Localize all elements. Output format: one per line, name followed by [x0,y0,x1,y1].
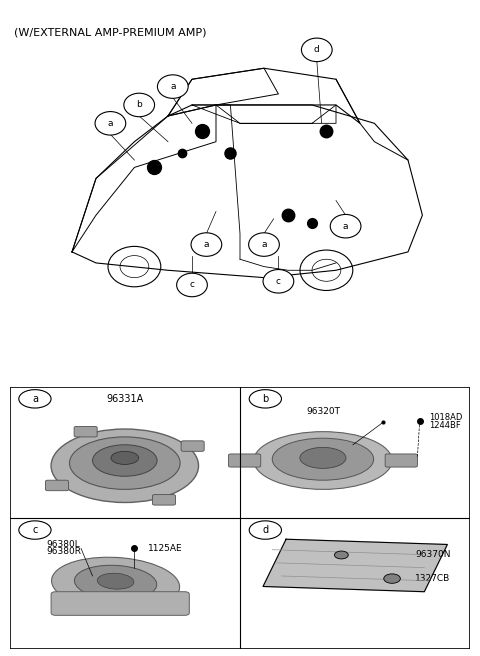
FancyBboxPatch shape [181,441,204,451]
Text: 1244BF: 1244BF [429,420,461,430]
Text: d: d [262,525,268,535]
Text: 1327CB: 1327CB [415,574,450,583]
Text: a: a [108,119,113,128]
Text: c: c [276,277,281,286]
Text: 96320T: 96320T [306,407,340,417]
Text: a: a [261,240,267,249]
Text: a: a [170,82,176,91]
Text: b: b [136,100,142,110]
Text: 96380R: 96380R [47,547,82,556]
Ellipse shape [93,445,157,476]
Text: (W/EXTERNAL AMP-PREMIUM AMP): (W/EXTERNAL AMP-PREMIUM AMP) [14,28,207,38]
Circle shape [263,270,294,293]
Circle shape [191,233,222,256]
Circle shape [95,112,126,135]
Text: c: c [32,525,37,535]
Circle shape [19,390,51,408]
Text: a: a [32,394,38,404]
Text: c: c [190,281,194,289]
Ellipse shape [254,432,392,489]
Circle shape [124,93,155,117]
Circle shape [330,215,361,238]
Ellipse shape [300,447,346,468]
Circle shape [384,574,400,583]
Circle shape [301,38,332,62]
Ellipse shape [70,437,180,489]
Ellipse shape [272,438,373,480]
Circle shape [177,273,207,297]
Text: 96380L: 96380L [47,540,80,549]
Circle shape [249,521,281,539]
Circle shape [19,521,51,539]
Text: 1125AE: 1125AE [148,544,182,553]
Ellipse shape [51,557,180,611]
FancyBboxPatch shape [153,495,176,505]
Circle shape [249,390,281,408]
Ellipse shape [51,429,199,502]
FancyBboxPatch shape [51,592,189,615]
Ellipse shape [111,451,139,464]
Circle shape [335,551,348,559]
Ellipse shape [97,573,134,589]
FancyBboxPatch shape [46,480,69,491]
Circle shape [249,233,279,256]
Text: a: a [343,222,348,231]
FancyBboxPatch shape [228,454,261,467]
FancyBboxPatch shape [385,454,418,467]
FancyBboxPatch shape [10,387,470,649]
Text: a: a [204,240,209,249]
Polygon shape [263,539,447,592]
FancyBboxPatch shape [74,426,97,437]
Text: b: b [262,394,268,404]
Ellipse shape [74,565,157,600]
Text: 96370N: 96370N [415,550,451,560]
Text: 96331A: 96331A [106,394,144,404]
Text: 1018AD: 1018AD [429,413,462,422]
Text: d: d [314,45,320,54]
Circle shape [157,75,188,98]
